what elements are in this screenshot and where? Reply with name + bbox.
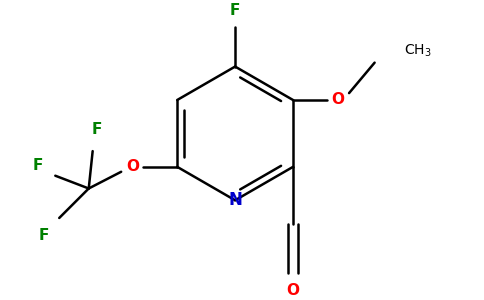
Text: O: O xyxy=(126,159,139,174)
Text: F: F xyxy=(230,3,240,18)
Text: O: O xyxy=(331,92,344,107)
Text: N: N xyxy=(228,191,242,209)
Text: F: F xyxy=(91,122,102,137)
Text: O: O xyxy=(287,283,300,298)
Text: CH$_3$: CH$_3$ xyxy=(404,43,432,59)
Text: F: F xyxy=(32,158,43,173)
Text: F: F xyxy=(38,228,49,243)
